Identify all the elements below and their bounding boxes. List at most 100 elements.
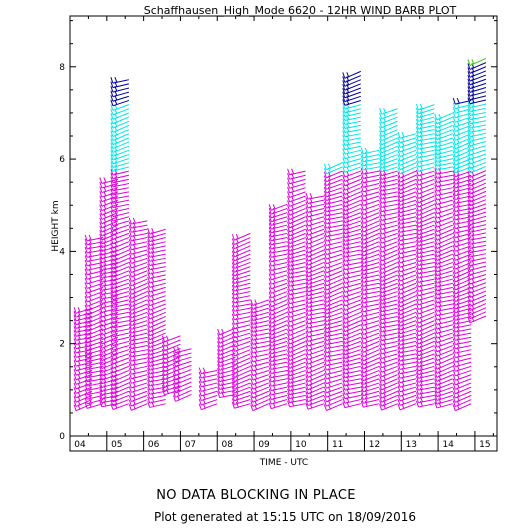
barb-feather [110,242,114,249]
barb-staff [381,216,398,221]
barb-feather [305,233,309,240]
wind-barb [305,282,325,289]
wind-barb [128,403,148,411]
barb-staff [234,299,251,304]
barb-feather [268,278,272,285]
barb-feather [254,318,258,324]
barb-feather [114,305,118,311]
barb-staff [75,320,93,326]
barb-staff [289,170,306,176]
barb-staff [112,112,130,120]
wind-barb [172,394,192,402]
barb-feather [287,275,291,283]
wind-barb [250,346,269,354]
barb-feather [287,350,291,357]
wind-barb [360,260,380,268]
barb-staff [112,212,130,218]
barb-feather [147,388,151,395]
barb-feather [231,390,235,398]
wind-barb [305,253,325,262]
barb-feather [128,330,132,338]
barb-feather [147,337,151,344]
barb-staff [289,369,306,377]
barb-feather [110,81,114,88]
barb-feather [84,355,88,362]
wind-barb [379,262,398,270]
barb-feather [84,255,88,262]
barb-staff [101,315,119,323]
wind-barb [397,174,417,183]
barb-feather [217,371,221,378]
barb-feather [73,318,77,325]
barb-feather [221,383,225,389]
barb-feather [231,367,235,374]
wind-barb [434,397,453,405]
barb-feather [268,359,272,366]
barb-feather [151,375,155,382]
wind-barb [128,330,148,338]
barb-staff [307,207,325,213]
wind-barb [250,338,269,345]
barb-feather [151,379,155,386]
barb-staff [149,274,166,279]
barb-staff [131,278,148,287]
barb-feather [110,161,114,168]
barb-feather [88,371,92,377]
x-tick-label: 06 [148,440,160,450]
barb-staff [344,278,361,284]
barb-staff [101,324,119,332]
wind-barb [379,386,398,395]
wind-barb [84,340,104,348]
barb-staff [112,307,129,312]
barb-staff [289,216,306,225]
barb-feather [128,342,132,349]
barb-feather [110,121,114,129]
barb-staff [112,99,130,107]
barb-feather [147,308,151,315]
wind-barb [268,222,288,230]
barb-staff [234,361,251,370]
wind-barb [397,243,417,250]
wind-barb [397,199,417,206]
barb-feather [231,309,235,316]
wind-barb [342,316,362,324]
barb-feather [305,353,309,360]
barb-feather [128,288,132,295]
barb-feather [110,77,114,84]
wind-barb [342,199,361,208]
barb-feather [221,367,225,374]
wind-barb [268,343,288,351]
barb-feather [268,282,272,289]
barb-feather [305,228,309,236]
wind-barb [268,371,288,379]
barb-feather [172,395,176,402]
barb-feather [84,317,88,324]
wind-barb [128,239,148,246]
barb-staff [289,278,306,283]
barb-feather [77,314,81,321]
barb-feather [268,367,272,374]
barb-feather [272,343,276,350]
barb-feather [250,299,254,306]
barb-feather [73,404,77,411]
barb-feather [291,377,295,383]
barb-feather [305,274,309,281]
wind-barb [342,231,361,239]
barb-staff [363,183,380,188]
wind-barb [268,303,288,312]
wind-barb [305,249,325,258]
wind-barb [287,288,306,296]
barb-feather [84,313,88,320]
barb-feather [99,329,103,336]
barb-feather [287,362,291,369]
barb-feather [103,267,107,274]
barb-staff [131,320,148,327]
barb-feather [73,378,77,385]
barb-feather [147,304,151,311]
barb-feather [217,364,221,371]
barb-feather [103,280,107,286]
barb-feather [132,330,136,337]
wind-barb [434,361,454,370]
wind-barb [360,353,380,362]
barb-staff [175,364,192,372]
